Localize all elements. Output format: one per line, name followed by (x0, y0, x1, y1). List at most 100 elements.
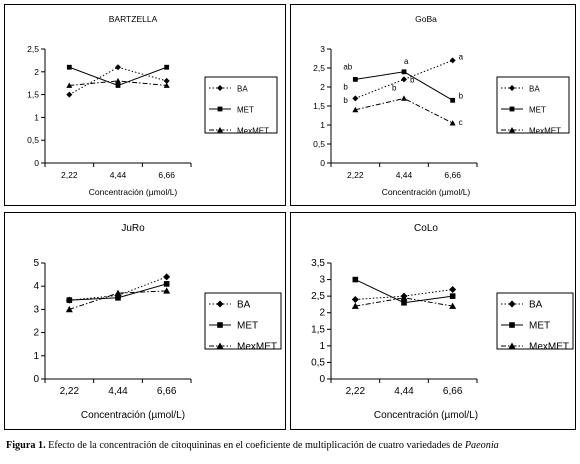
legend-label: MexMET (237, 342, 277, 353)
x-tick-label: 6,66 (443, 386, 463, 397)
legend-label: MexMET (529, 127, 561, 136)
legend-label: MexMET (529, 342, 569, 353)
y-tick-label: 0,5 (311, 357, 325, 368)
y-tick-label: 5 (33, 258, 39, 269)
y-tick-label: 1,5 (311, 324, 325, 335)
significance-letter: b (392, 83, 397, 92)
y-tick-label: 3,5 (311, 258, 325, 269)
y-tick-label: 1 (320, 120, 325, 130)
chart-panel-colo: CoLo Concentración (µmol/L) 0 0,5 1 1,5 2 2,5 3 3… (290, 212, 576, 430)
x-tick-label: 6,66 (157, 386, 177, 397)
series-line (355, 289, 453, 300)
y-tick-label: 2,5 (311, 291, 325, 302)
x-tick-label: 4,44 (108, 386, 128, 397)
data-point (352, 95, 359, 102)
legend-box (496, 76, 570, 134)
data-point (163, 287, 171, 294)
y-tick-label: 4 (33, 281, 39, 292)
legend-box (496, 292, 574, 350)
data-point (351, 295, 359, 303)
legend-label: BA (237, 85, 248, 94)
y-tick-label: 0 (33, 374, 39, 385)
data-point (400, 294, 408, 301)
data-point (114, 289, 122, 296)
data-point (115, 295, 121, 301)
data-point (449, 120, 456, 126)
data-point (66, 297, 73, 303)
x-axis-label: Concentración (µmol/L) (374, 410, 478, 421)
legend-marker (508, 300, 516, 308)
chart-svg: BARTZELLA Concentración (µmol/L) 0 0,5 1 1,5 2… (27, 14, 278, 197)
significance-letter: ab (343, 62, 352, 71)
y-tick-label: 3 (33, 304, 39, 315)
x-tick-label: 2,22 (60, 386, 80, 397)
x-tick-label: 2,22 (347, 170, 364, 180)
legend-marker (509, 106, 515, 112)
x-tick-label: 4,44 (110, 170, 127, 180)
y-tick-label: 2,5 (313, 63, 325, 73)
data-point (163, 273, 171, 281)
series-line (355, 97, 453, 124)
data-point (401, 299, 407, 306)
legend-marker (217, 106, 223, 112)
caption-text: Efecto de la concentración de citoquinin… (45, 440, 465, 451)
chart-title: GoBa (415, 14, 437, 24)
legend-marker (509, 322, 515, 328)
legend-marker (217, 322, 223, 328)
chart-title: JuRo (121, 223, 145, 234)
legend-label: BA (529, 85, 540, 94)
series-line (69, 80, 167, 86)
data-point (450, 97, 456, 103)
data-point (66, 82, 73, 88)
data-point (352, 276, 359, 283)
x-tick-label: 2,22 (61, 170, 78, 180)
chart-panel-juro: JuRo Concentración (µmol/L) 0 1 2 3 4 5 2,22 4,44… (4, 212, 286, 430)
chart-panel-goba: GoBa Concentración (µmol/L) 0 0,5 1 1,5 2 2,5 3 2… (290, 4, 576, 206)
chart-svg: CoLo Concentración (µmol/L) 0 0,5 1 1,5 2 2,5 3 3… (311, 223, 574, 421)
x-axis-label: Concentración (µmol/L) (81, 410, 185, 421)
significance-letter: a (404, 57, 409, 66)
data-point (401, 95, 407, 101)
data-point (352, 106, 359, 113)
legend-label: MexMET (237, 127, 269, 136)
series-ba (66, 64, 170, 98)
y-tick-label: 2 (34, 67, 39, 77)
series-met (66, 281, 170, 303)
data-point (163, 82, 170, 88)
y-tick-label: 1 (33, 351, 39, 362)
legend-marker (217, 127, 223, 133)
x-tick-label: 4,44 (396, 170, 413, 180)
y-tick-label: 3 (320, 44, 325, 54)
legend-label: MET (237, 321, 258, 332)
data-point (163, 77, 170, 84)
legend: BA MET MexMET (496, 76, 570, 136)
series-mexmet (66, 77, 170, 88)
data-point (449, 302, 457, 309)
y-tick-label: 0,5 (27, 135, 39, 145)
significance-letter: b (459, 91, 464, 100)
x-tick-label: 2,22 (346, 386, 366, 397)
figure-caption: Figura 1. Efecto de la concentración de … (6, 440, 578, 451)
legend-label: MET (529, 106, 546, 115)
series-ba (352, 57, 456, 102)
data-point (115, 83, 121, 88)
y-tick-label: 2 (319, 308, 325, 319)
data-point (164, 64, 170, 70)
x-tick-label: 4,44 (394, 386, 414, 397)
y-tick-label: 3 (319, 275, 325, 286)
legend-marker (509, 85, 515, 91)
caption-species: Paeonia (464, 440, 499, 451)
legend-marker (216, 342, 224, 349)
y-tick-label: 1 (319, 341, 325, 352)
legend: BA MET MexMET (496, 292, 574, 353)
data-point (65, 305, 73, 313)
y-tick-label: 2 (33, 328, 39, 339)
legend-label: BA (529, 300, 543, 311)
data-point (449, 293, 456, 299)
x-axis-label: Concentración (µmol/L) (382, 187, 471, 197)
caption-label: Figura 1. (6, 440, 46, 451)
significance-letter: c (459, 118, 463, 127)
chart-title: BARTZELLA (109, 14, 158, 24)
data-point (352, 77, 358, 82)
series-mexmet (352, 95, 456, 126)
